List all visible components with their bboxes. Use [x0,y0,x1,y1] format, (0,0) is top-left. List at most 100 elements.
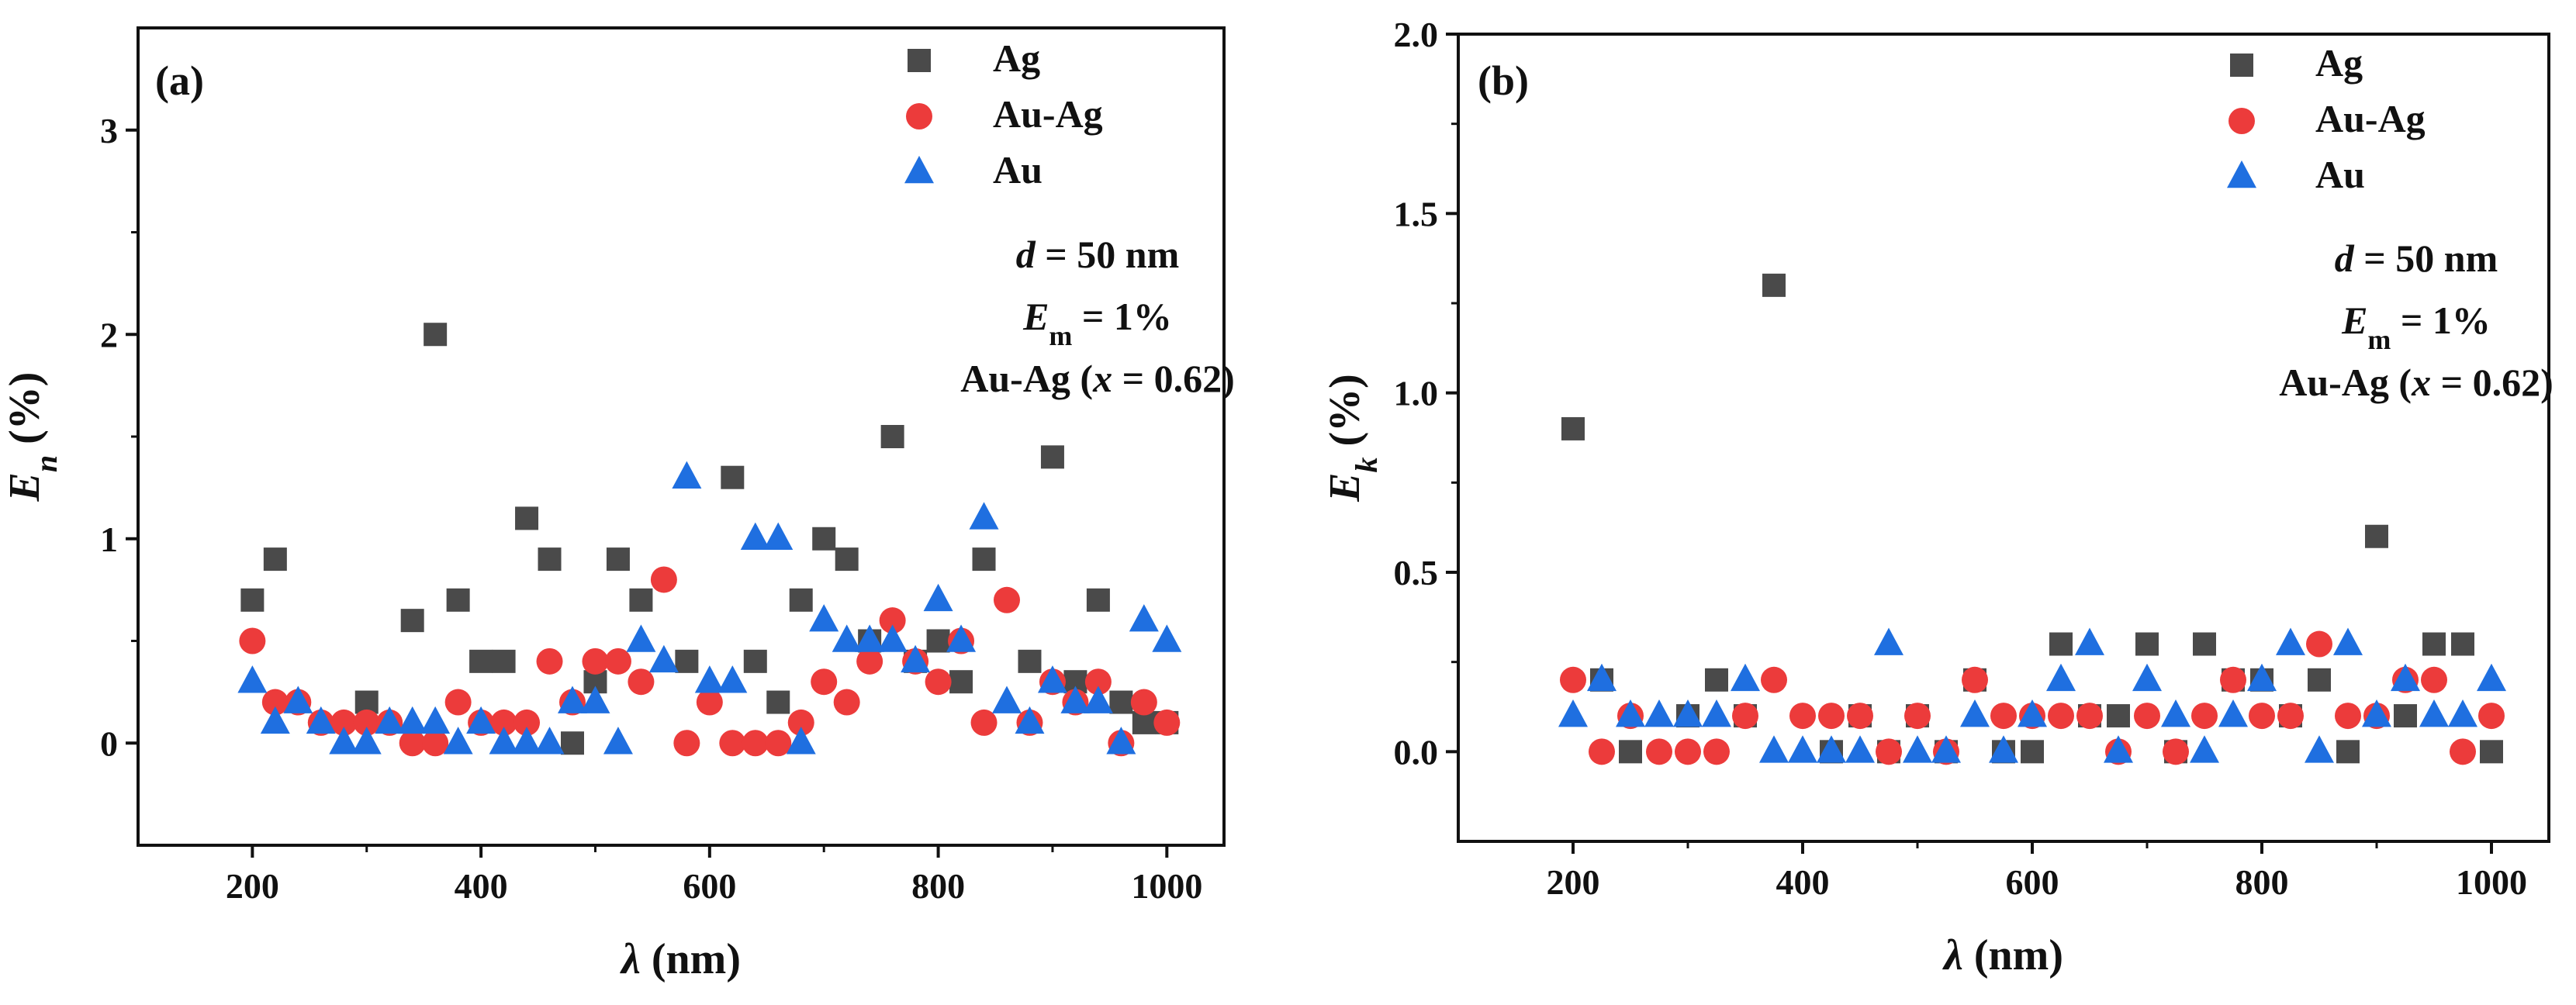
data-point [672,461,702,489]
data-point [492,649,516,673]
legend-marker [2230,54,2253,77]
data-point [742,730,769,757]
data-point [972,547,996,572]
data-point [469,649,493,673]
plot-frame [1457,33,2550,843]
data-point [606,547,630,572]
data-point [925,668,952,696]
data-point [1789,703,1816,730]
data-point [1990,703,2017,730]
data-point [534,727,565,755]
x-tick-label: 1000 [1131,866,1202,906]
data-point [855,624,885,652]
annotation-subscript: m [1049,320,1072,351]
data-point [1560,666,1586,693]
data-point [787,709,814,736]
y-axis-title: En (%) [1,372,64,502]
x-axis-symbol: λ [620,935,641,983]
data-point [994,586,1020,613]
x-tick-label: 400 [455,866,508,906]
x-axis-unit: (nm) [1963,931,2063,979]
data-point [489,727,519,755]
annotation-var: d [2335,237,2355,280]
data-point [812,527,836,551]
legend-marker [908,49,931,72]
annotation-thickness: d = 50 nm [2335,237,2498,280]
y-tick-label: 0 [100,724,118,763]
data-point [879,607,906,634]
data-point [1904,703,1931,730]
legend-label: Ag [2315,41,2363,85]
data-point [1762,273,1786,297]
data-point [2335,703,2361,730]
x-tick-label: 800 [911,866,965,906]
data-point [513,709,541,736]
annotation-composition: Au-Ag (x = 0.62) [2279,361,2553,404]
data-point [2191,703,2218,730]
data-point [1876,738,1902,765]
data-point [970,709,998,736]
data-point [1675,738,1701,765]
y-tick-label: 0.0 [1394,732,1439,772]
data-point [696,689,723,716]
x-tick-label: 200 [226,866,279,906]
data-point [1616,699,1645,727]
data-point [833,689,860,716]
data-point [2048,703,2074,730]
data-point [969,502,999,530]
data-point [877,624,908,652]
data-point [2107,704,2130,728]
data-point [765,730,792,757]
data-point [628,668,655,696]
data-point [2132,663,2162,692]
data-point [1761,666,1787,693]
y-tick-label: 1.0 [1394,374,1439,413]
x-axis-title: λ (nm) [620,935,741,983]
data-point [515,506,539,530]
annotation-value: = 50 nm [1036,233,1179,276]
data-point [466,706,496,734]
annotation-composition: Au-Ag (x = 0.62) [960,357,1234,400]
panel-label: (b) [1478,57,1529,104]
chart-panel-a: 200 400 600 800 1000 0 1 2 3 λ (nm) En (%) (a) Ag Au-… [1,26,1235,983]
data-point [626,624,656,652]
data-point [490,709,517,736]
data-point [397,706,427,734]
annotation-subscript: m [2367,324,2391,355]
data-point [538,547,562,572]
data-point [2220,666,2246,693]
data-point [1962,666,1988,693]
legend-label: Au [993,148,1043,192]
x-axis-title: λ (nm) [1942,931,2063,979]
y-tick-label: 2.0 [1394,15,1439,54]
data-point [306,706,336,734]
data-point [263,547,287,572]
y-tick-label: 1.5 [1394,194,1439,233]
data-point [604,648,631,675]
data-point [835,547,859,572]
data-point [330,709,358,736]
data-point [353,709,380,736]
data-point [261,689,289,716]
data-point [1015,706,1045,734]
x-tick-label: 600 [683,866,736,906]
data-point [1040,445,1064,469]
x-tick-label: 800 [2235,862,2289,902]
data-point [1960,699,1990,727]
data-point [1086,588,1110,612]
data-point [743,649,767,673]
data-point [1109,690,1133,714]
data-point [446,588,470,612]
data-point [1083,686,1113,713]
data-point [721,465,745,489]
data-point [558,686,587,713]
data-point [1931,735,1961,763]
data-point [2018,699,2047,727]
annotation-text: Au-Ag ( [2279,361,2412,404]
data-point [2422,632,2446,656]
data-point [856,648,883,675]
x-axis-unit: (nm) [641,935,741,983]
data-point [399,730,426,757]
annotation-text: Au-Ag ( [960,357,1093,400]
data-point [2419,699,2449,727]
